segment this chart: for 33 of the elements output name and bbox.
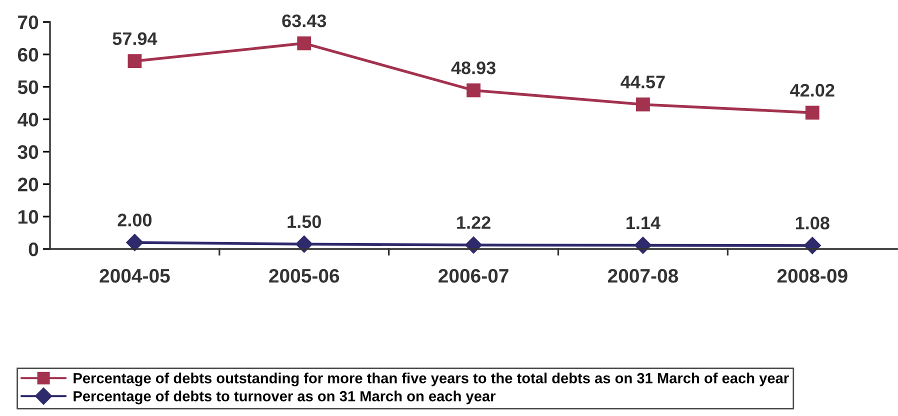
y-tick-label: 10 [18,210,38,224]
x-tick-label: 2004-05 [100,268,170,283]
x-tick-label: 2005-06 [269,268,340,283]
y-tick-label: 70 [18,15,38,30]
data-label: 48.93 [451,61,496,74]
point [296,236,313,253]
point [805,106,820,120]
x-tick-label: 2006-07 [438,268,508,283]
point [466,83,480,98]
point [128,54,142,68]
y-tick-label: 20 [18,178,38,192]
data-label: 1.08 [796,216,830,230]
y-tick-label: 40 [18,112,38,127]
legend-label: Percentage of debts to turnover as on 31 March on each year [74,390,496,404]
data-label: 1.14 [626,216,660,230]
data-label: 57.94 [112,32,158,46]
point [297,36,312,50]
x-tick-label: 2007-08 [608,268,678,283]
data-label: 1.22 [457,216,490,229]
x-tick-label: 2008-09 [777,268,848,283]
y-tick-label: 60 [18,48,38,62]
legend-label: Percentage of debts outstanding for more than five years to the total debts as on 31 March of each year [74,372,789,386]
point [636,98,650,112]
data-label: 42.02 [790,84,834,97]
y-tick-label: 0 [28,242,38,256]
point [634,236,652,254]
point [126,234,144,252]
y-tick-label: 50 [18,80,38,94]
data-label: 63.43 [282,14,326,28]
data-label: 2.00 [118,214,152,226]
y-tick-label: 30 [18,145,38,159]
data-label: 44.57 [620,76,665,88]
data-label: 1.50 [288,215,321,228]
